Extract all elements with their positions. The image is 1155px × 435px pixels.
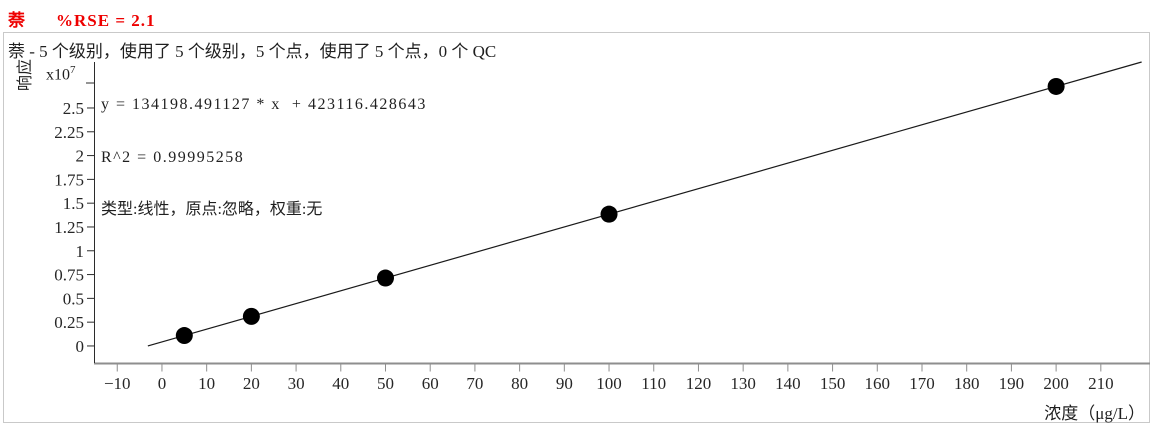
calibration-point[interactable] <box>600 205 618 223</box>
compound-name: 萘 <box>8 11 26 30</box>
y-axis-scale: x107 <box>46 64 76 84</box>
fit-equation-block: y = 134198.491127 * x + 423116.428643 R^… <box>101 61 427 236</box>
calibration-point[interactable] <box>242 307 260 325</box>
calibration-point[interactable] <box>175 327 193 345</box>
fit-equation: y = 134198.491127 * x + 423116.428643 <box>101 96 427 113</box>
x-axis-title: 浓度（μg/L） <box>1044 404 1145 423</box>
curve-summary: 萘 - 5 个级别，使用了 5 个级别，5 个点，使用了 5 个点，0 个 QC <box>8 42 497 61</box>
curve-header: 萘 %RSE = 2.1 <box>8 6 156 31</box>
calibration-point[interactable] <box>1047 77 1065 95</box>
y-axis-title: 响应 <box>17 58 34 92</box>
calibration-point[interactable] <box>376 269 394 287</box>
fit-r-squared: R^2 = 0.99995258 <box>101 148 245 166</box>
fit-description: 类型:线性，原点:忽略，权重:无 <box>101 201 323 218</box>
rse-value: %RSE = 2.1 <box>56 11 156 30</box>
